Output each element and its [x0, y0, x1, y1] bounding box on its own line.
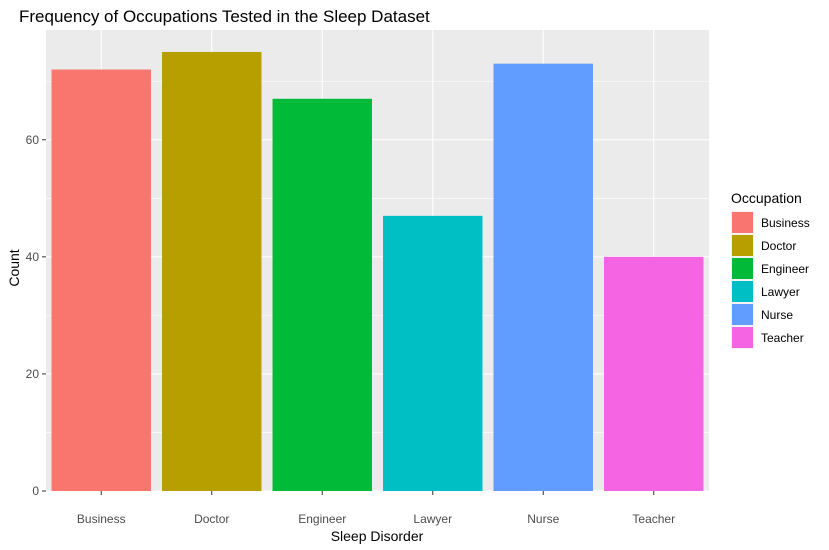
x-tick-label: Doctor	[194, 512, 229, 526]
plot-panel	[46, 30, 709, 491]
legend-label: Lawyer	[761, 285, 800, 299]
bar-business	[51, 69, 151, 491]
legend-swatch-nurse	[732, 304, 753, 325]
bar-nurse	[493, 63, 593, 492]
y-tick-label: 40	[26, 250, 40, 264]
y-tick-label: 60	[26, 133, 40, 147]
bars	[51, 51, 704, 492]
y-tick-label: 20	[26, 367, 40, 381]
legend-label: Engineer	[761, 262, 809, 276]
legend-swatch-teacher	[732, 327, 753, 348]
legend-swatch-lawyer	[732, 281, 753, 302]
y-axis: 0 20 40 60	[26, 133, 46, 498]
legend-items: Business Doctor Engineer Lawyer Nurse Teacher	[731, 211, 810, 349]
bar-teacher	[604, 256, 704, 491]
bar-engineer	[272, 98, 372, 492]
legend-label: Teacher	[761, 331, 804, 345]
legend-title: Occupation	[731, 190, 802, 206]
minor-gridlines	[46, 80, 709, 433]
x-axis-title: Sleep Disorder	[331, 528, 424, 544]
bar-doctor	[162, 51, 262, 491]
legend-swatch-engineer	[732, 258, 753, 279]
legend-label: Nurse	[761, 308, 793, 322]
legend: Occupation Business Doctor Engineer Lawyer N…	[731, 190, 810, 349]
chart-title: Frequency of Occupations Tested in the S…	[19, 7, 430, 26]
bar-lawyer	[383, 215, 483, 491]
x-tick-label: Business	[77, 512, 126, 526]
x-tick-label: Nurse	[527, 512, 559, 526]
legend-label: Business	[761, 216, 810, 230]
x-tick-label: Teacher	[632, 512, 675, 526]
y-axis-title: Count	[6, 249, 22, 286]
legend-swatch-doctor	[732, 235, 753, 256]
y-tick-label: 0	[32, 484, 39, 498]
x-axis: Business Doctor Engineer Lawyer Nurse Teacher	[77, 491, 675, 526]
legend-swatch-business	[732, 212, 753, 233]
x-tick-label: Lawyer	[413, 512, 452, 526]
legend-label: Doctor	[761, 239, 796, 253]
x-tick-label: Engineer	[298, 512, 346, 526]
